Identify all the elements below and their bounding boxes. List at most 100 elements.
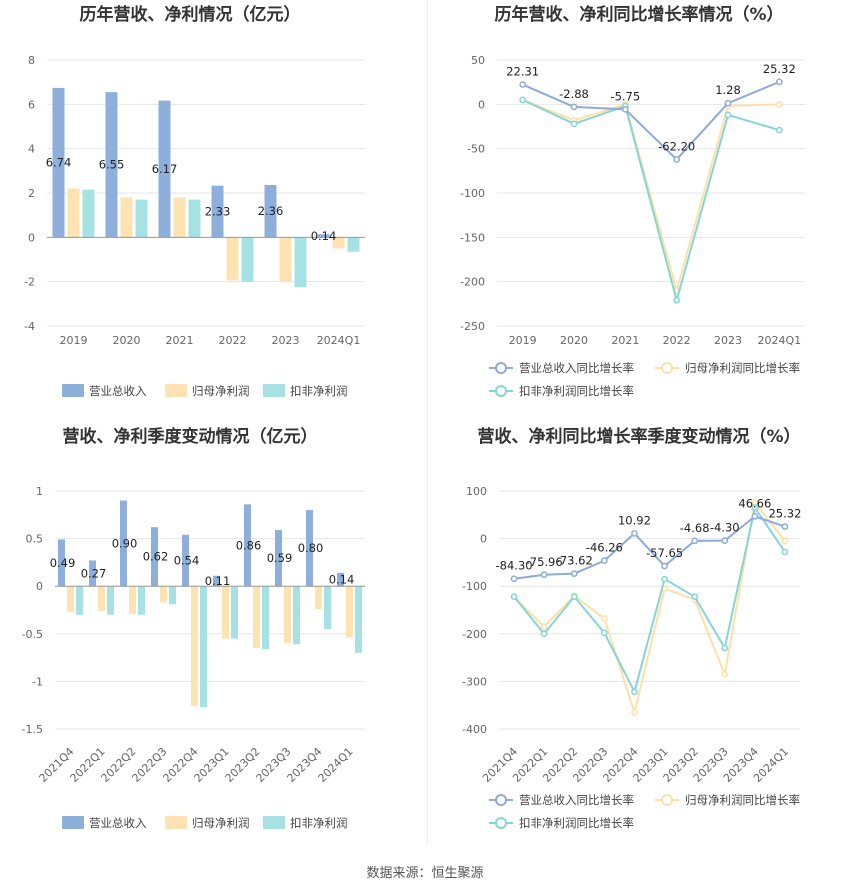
bar-net-profit (284, 586, 291, 644)
data-label: -5.75 (610, 89, 640, 103)
bar-revenue (213, 575, 220, 587)
chart-title: 营收、净利季度变动情况（亿元） (63, 426, 318, 447)
bar-deducted-profit (188, 199, 201, 238)
bar-deducted-profit (82, 189, 95, 238)
y-tick-label: 1 (36, 485, 43, 498)
legend-swatch (62, 816, 84, 829)
panel-divider (427, 0, 428, 845)
data-label: 0.90 (112, 536, 138, 550)
y-tick-label: -100 (462, 580, 487, 593)
bar-revenue (151, 527, 158, 587)
bar-revenue (275, 530, 282, 587)
data-point (519, 81, 527, 88)
data-point (510, 575, 518, 583)
y-tick-label: -0.5 (22, 628, 43, 641)
data-point (570, 570, 578, 577)
bar-deducted-profit (355, 586, 362, 653)
x-tick-label: 2020 (560, 334, 588, 347)
data-point (570, 120, 578, 128)
data-point (661, 575, 668, 583)
bar-deducted-profit (293, 586, 300, 645)
chart-title: 营收、净利同比增长率季度变动情况（%） (477, 426, 800, 447)
quarterly-revenue-profit-chart: 营收、净利季度变动情况（亿元） 1 0.5 0 -0.5 -1 -1.5 0.49 0.27 0.… (0, 422, 425, 852)
x-tick-label: 2021 (611, 334, 639, 347)
legend-label: 营业总收入 (89, 816, 147, 830)
bar-net-profit (98, 586, 105, 611)
y-tick-label: -250 (460, 320, 485, 333)
bar-revenue (264, 185, 277, 238)
data-point (673, 156, 681, 163)
data-point (775, 78, 783, 86)
legend-label: 营业总收入同比增长率 (519, 361, 634, 375)
bar-revenue (120, 500, 127, 587)
y-tick-label: -1.5 (22, 723, 43, 736)
legend-label: 扣非净利润同比增长率 (519, 384, 634, 398)
bar-net-profit (120, 197, 133, 238)
bar-net-profit (315, 586, 322, 610)
y-tick-label: 0 (480, 533, 487, 546)
bar-deducted-profit (76, 586, 83, 615)
data-point (751, 513, 759, 520)
bar-deducted-profit (241, 237, 254, 282)
legend-marker (495, 362, 507, 374)
y-tick-label: -200 (462, 628, 487, 641)
data-label: 0.54 (174, 553, 200, 567)
data-label: 46.66 (738, 496, 771, 510)
chart-title: 历年营收、净利同比增长率情况（%） (494, 4, 783, 25)
bar-deducted-profit (107, 586, 114, 615)
legend-marker (495, 794, 507, 806)
bar-deducted-profit (135, 199, 148, 238)
data-point (781, 537, 789, 545)
data-point (691, 593, 698, 601)
legend-swatch (263, 816, 285, 829)
data-point (540, 571, 548, 579)
x-tick-label: 2022 (663, 334, 691, 347)
data-source-note: 数据来源：恒生聚源 (366, 866, 484, 881)
data-point (621, 106, 629, 113)
data-point (631, 708, 638, 716)
data-point (775, 100, 783, 108)
data-label: 1.28 (715, 83, 741, 97)
bar-net-profit (129, 586, 136, 614)
y-tick-label: 4 (28, 143, 35, 156)
bar-net-profit (160, 586, 167, 603)
bar-net-profit (279, 237, 292, 282)
series-line-net-growth (513, 500, 786, 717)
y-tick-label: 0 (478, 98, 485, 111)
data-point (781, 523, 789, 530)
data-point (661, 562, 668, 570)
legend-marker (661, 362, 673, 374)
annual-revenue-profit-chart: 历年营收、净利情况（亿元） 8 6 4 2 0 -2 -4 6.74 6.55 6.17 2.33 2.… (0, 0, 425, 430)
data-point (751, 504, 759, 512)
data-point (519, 96, 527, 104)
y-tick-label: -4 (24, 320, 35, 333)
annual-revenue-profit-svg: 历年营收、净利情况（亿元） 8 6 4 2 0 -2 -4 6.74 6.55 6.17 2.33 2.… (24, 4, 365, 398)
data-label: -75.96 (526, 555, 563, 569)
data-label: 2.36 (258, 204, 284, 218)
data-point (721, 670, 729, 678)
x-tick-label: 2020 (113, 334, 141, 347)
bar-revenue (89, 560, 96, 587)
data-point (781, 548, 789, 556)
y-tick-label: -200 (460, 276, 485, 289)
legend-swatch (165, 384, 187, 397)
bar-net-profit (346, 586, 353, 638)
bar-net-profit (67, 188, 80, 238)
data-point (601, 557, 608, 564)
bar-revenue (244, 504, 251, 587)
x-tick-label: 2019 (60, 334, 88, 347)
chart-title: 历年营收、净利情况（亿元） (80, 4, 301, 25)
y-tick-label: 6 (28, 98, 35, 111)
data-point (775, 126, 783, 134)
legend-label: 归母净利润 (192, 816, 250, 830)
data-point (570, 593, 578, 601)
data-point (631, 530, 638, 537)
bar-deducted-profit (138, 586, 145, 615)
x-tick-label: 2021 (166, 334, 194, 347)
bar-deducted-profit (262, 586, 269, 650)
y-tick-label: -2 (24, 276, 35, 289)
bar-revenue (306, 510, 313, 587)
bar-revenue (211, 185, 224, 238)
data-label: 6.55 (99, 158, 125, 172)
data-label: -84.30 (496, 559, 533, 573)
